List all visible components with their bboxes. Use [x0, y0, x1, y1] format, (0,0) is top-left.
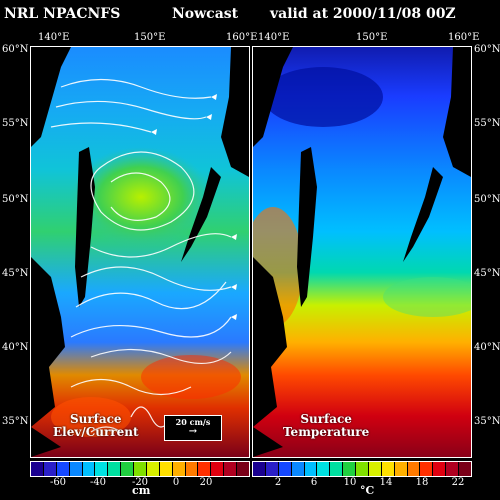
- surface-temperature-label-line2: Temperature: [283, 425, 370, 439]
- elevation-colorbar-swatch: [224, 462, 237, 476]
- elevation-colorbar-swatch: [108, 462, 122, 476]
- lat-label-right-50: 50°N: [474, 194, 500, 205]
- elevation-colorbar-swatch: [146, 462, 160, 476]
- elevation-colorbar-swatch: [159, 462, 173, 476]
- temperature-colorbar: [252, 461, 472, 477]
- temperature-colorbar-swatch: [407, 462, 421, 476]
- lat-label-left-35: 35°N: [2, 416, 29, 427]
- current-scale-label: 20 cm/s: [175, 417, 211, 427]
- elevation-colorbar-swatch: [198, 462, 212, 476]
- elevation-current-label: Surface Elev/Current: [53, 413, 139, 439]
- elevation-tick--40: -40: [89, 477, 107, 488]
- surface-temperature-label: Surface Temperature: [283, 413, 369, 439]
- elevation-unit: cm: [132, 484, 151, 497]
- elevation-colorbar-swatch: [237, 462, 249, 476]
- temperature-colorbar-swatch: [253, 462, 266, 476]
- elevation-colorbar-swatch: [121, 462, 134, 476]
- temperature-colorbar-swatch: [394, 462, 408, 476]
- temperature-tick-14: 14: [379, 477, 393, 488]
- temperature-colorbar-swatch: [265, 462, 279, 476]
- elevation-colorbar-swatch: [211, 462, 225, 476]
- temperature-colorbar-swatch: [304, 462, 318, 476]
- elevation-colorbar-swatch: [185, 462, 199, 476]
- elevation-colorbar: [30, 461, 250, 477]
- surface-temperature-label-line1: Surface: [300, 412, 352, 426]
- lon-label-left-150: 150°E: [134, 32, 166, 43]
- lon-label-right-160: 160°E: [448, 32, 480, 43]
- lat-label-right-60: 60°N: [474, 44, 500, 55]
- temperature-colorbar-swatch: [433, 462, 447, 476]
- current-scale-box: 20 cm/s →: [164, 415, 222, 441]
- lat-label-left-60: 60°N: [2, 44, 29, 55]
- elevation-colorbar-swatch: [31, 462, 44, 476]
- temperature-colorbar-swatch: [356, 462, 369, 476]
- lat-label-left-40: 40°N: [2, 342, 29, 353]
- temperature-colorbar-swatch: [343, 462, 356, 476]
- surface-temperature-map: Surface Temperature: [252, 46, 472, 458]
- model-title: NRL NPACNFS: [4, 6, 121, 22]
- temperature-tick-22: 22: [451, 477, 465, 488]
- elevation-colorbar-swatch: [172, 462, 186, 476]
- temperature-tick-10: 10: [343, 477, 357, 488]
- lon-label-left-160: 160°E: [226, 32, 258, 43]
- elevation-colorbar-swatch: [43, 462, 57, 476]
- temperature-colorbar-swatch: [317, 462, 331, 476]
- elevation-tick--60: -60: [49, 477, 67, 488]
- elevation-colorbar-swatch: [56, 462, 70, 476]
- lat-label-right-55: 55°N: [474, 118, 500, 129]
- temperature-colorbar-swatch: [420, 462, 434, 476]
- surface-temperature-map-graphic: [253, 47, 471, 457]
- elevation-current-map-graphic: [31, 47, 249, 457]
- elevation-current-label-line2: Elev/Current: [53, 425, 139, 439]
- temperature-colorbar-swatch: [381, 462, 395, 476]
- temperature-colorbar-swatch: [368, 462, 382, 476]
- lat-label-right-35: 35°N: [474, 416, 500, 427]
- lon-label-left-140: 140°E: [38, 32, 70, 43]
- temperature-tick-18: 18: [415, 477, 429, 488]
- lat-label-left-55: 55°N: [2, 118, 29, 129]
- elevation-tick-0: 0: [172, 477, 180, 488]
- temperature-tick-2: 2: [274, 477, 282, 488]
- lon-label-right-140: 140°E: [258, 32, 290, 43]
- lat-label-right-45: 45°N: [474, 268, 500, 279]
- temperature-unit: °C: [360, 484, 375, 497]
- temperature-colorbar-swatch: [330, 462, 344, 476]
- mode-title: Nowcast: [172, 6, 239, 22]
- elevation-colorbar-swatch: [69, 462, 83, 476]
- elevation-current-map: Surface Elev/Current 20 cm/s →: [30, 46, 250, 458]
- lat-label-right-40: 40°N: [474, 342, 500, 353]
- temperature-colorbar-swatch: [278, 462, 292, 476]
- elevation-colorbar-swatch: [82, 462, 96, 476]
- lat-label-left-50: 50°N: [2, 194, 29, 205]
- temperature-colorbar-swatch: [291, 462, 305, 476]
- elevation-colorbar-swatch: [95, 462, 109, 476]
- elevation-tick-20: 20: [199, 477, 213, 488]
- valid-time-title: valid at 2000/11/08 00Z: [270, 6, 456, 22]
- temperature-tick-6: 6: [310, 477, 318, 488]
- current-scale-arrow-icon: →: [188, 426, 198, 437]
- lon-label-right-150: 150°E: [356, 32, 388, 43]
- lat-label-left-45: 45°N: [2, 268, 29, 279]
- elevation-current-label-line1: Surface: [69, 412, 122, 426]
- temperature-colorbar-swatch: [459, 462, 471, 476]
- elevation-colorbar-swatch: [134, 462, 147, 476]
- temperature-colorbar-swatch: [446, 462, 459, 476]
- elevation-tick--20: -20: [131, 477, 149, 488]
